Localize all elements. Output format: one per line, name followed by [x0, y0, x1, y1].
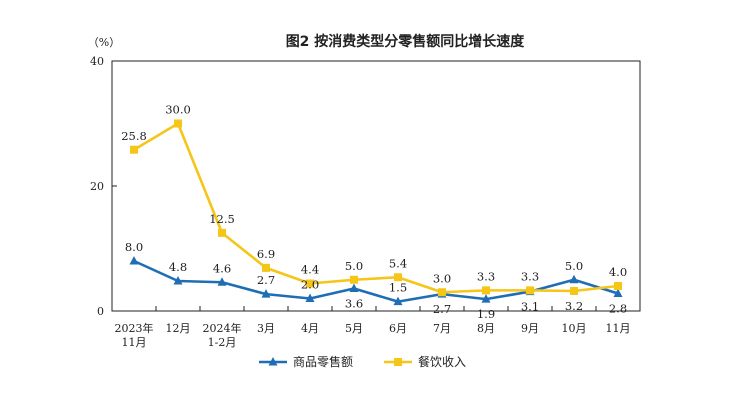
data-point	[393, 296, 403, 306]
data-point	[174, 119, 182, 128]
series-line-1	[133, 259, 619, 303]
data-point	[130, 145, 138, 154]
data-point	[438, 288, 446, 297]
data-point	[306, 279, 314, 288]
x-axis: 2023年 11月 12月 2024年 1-2月 3月 4月 5月 6月 7月 8月 9月 10月 11月	[115, 306, 631, 349]
data-label: 5.0	[565, 259, 583, 273]
data-point	[129, 256, 139, 265]
data-point	[350, 275, 358, 284]
data-label: 4.0	[609, 265, 627, 279]
data-label: 3.6	[345, 297, 363, 311]
x-tick-label: 3月	[257, 322, 275, 335]
x-tick-label: 2024年 1-2月	[203, 321, 242, 349]
x-tick-label: 7月	[433, 322, 451, 335]
x-tick-label: 2023年 11月	[115, 321, 154, 349]
data-point	[173, 276, 183, 285]
data-label: 2.8	[609, 302, 627, 316]
data-label: 30.0	[165, 103, 191, 117]
legend-label: 餐饮收入	[418, 354, 466, 369]
x-tick-label: 12月	[166, 322, 191, 335]
data-point	[482, 286, 490, 295]
data-point	[261, 289, 271, 298]
data-point	[349, 283, 359, 292]
data-point	[570, 287, 578, 295]
data-point	[526, 286, 534, 295]
y-axis-unit: （%）	[88, 36, 120, 49]
x-tick-label: 5月	[345, 322, 363, 335]
chart-title: 图2 按消费类型分零售额同比增长速度	[286, 33, 526, 50]
data-label: 5.0	[345, 259, 363, 273]
series-line-2	[133, 122, 619, 294]
data-label: 2.0	[301, 278, 319, 292]
legend-marker	[268, 357, 278, 366]
legend-marker	[394, 358, 402, 366]
data-label: 6.9	[257, 247, 275, 261]
data-label: 4.8	[169, 260, 187, 274]
data-label: 3.3	[521, 269, 539, 283]
data-point	[262, 263, 270, 272]
data-label: 5.4	[389, 256, 407, 270]
data-label: 3.2	[565, 299, 583, 313]
data-point	[613, 288, 623, 297]
data-label: 12.5	[209, 212, 235, 226]
data-labels: 8.0 4.8 4.6 2.7 2.0 3.6 1.5 2.7 1.9 3.1 5.0 2.8 25.8…	[121, 103, 627, 322]
data-label: 3.1	[521, 300, 539, 314]
data-label: 3.0	[433, 271, 451, 285]
data-label: 4.6	[213, 261, 231, 275]
data-point	[305, 293, 315, 302]
data-label: 1.5	[389, 281, 407, 295]
y-tick-label: 20	[90, 180, 104, 193]
data-label: 2.7	[257, 273, 275, 287]
data-label: 8.0	[125, 240, 143, 254]
x-tick-label: 11月	[606, 322, 631, 335]
series-layer	[129, 119, 623, 306]
data-point	[394, 273, 402, 282]
data-label: 2.7	[433, 302, 451, 316]
y-axis: 0 20 40	[90, 55, 117, 318]
data-label: 1.9	[477, 307, 495, 321]
data-point	[569, 274, 579, 284]
x-tick-label: 9月	[521, 322, 539, 335]
legend-label: 商品零售额	[293, 354, 353, 369]
x-tick-label: 10月	[562, 322, 587, 335]
data-label: 4.4	[301, 263, 319, 277]
legend: 商品零售额 餐饮收入	[259, 354, 466, 369]
x-tick-label: 8月	[477, 322, 495, 335]
x-tick-label: 6月	[389, 322, 407, 335]
data-label: 3.3	[477, 269, 495, 283]
data-point	[218, 228, 226, 237]
x-tick-label: 4月	[301, 322, 319, 335]
y-tick-label: 40	[90, 55, 104, 68]
y-tick-label: 0	[97, 305, 104, 318]
data-point	[614, 282, 622, 290]
data-point	[481, 294, 491, 303]
plot-area-frame	[111, 60, 641, 312]
data-label: 25.8	[121, 129, 147, 143]
data-point	[217, 277, 227, 286]
